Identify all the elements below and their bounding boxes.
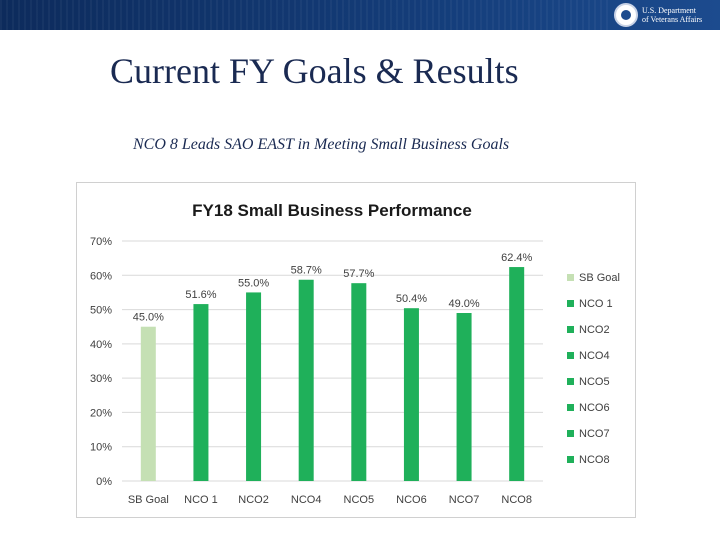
bar — [456, 313, 472, 481]
legend-label: NCO4 — [579, 350, 610, 362]
legend-label: NCO8 — [579, 454, 610, 466]
data-label: 50.4% — [396, 293, 427, 305]
bars — [140, 267, 525, 481]
legend-label: NCO5 — [579, 376, 610, 388]
bar — [351, 283, 367, 481]
data-label: 57.7% — [343, 268, 374, 280]
x-tick-label: NCO5 — [344, 494, 375, 506]
legend-label: NCO6 — [579, 402, 610, 414]
data-labels: 45.0% 51.6% 55.0% 58.7% 57.7% 50.4% 49.0% 62.4% — [133, 252, 533, 324]
legend-label: NCO2 — [579, 324, 610, 336]
chart-frame: FY18 Small Business Performance 0% 10% 20%… — [76, 182, 636, 518]
bar — [403, 308, 419, 481]
header-bar: U.S. Department of Veterans Affairs — [0, 0, 720, 30]
x-axis-ticks: SB Goal NCO 1 NCO2 NCO4 NCO5 NCO6 NCO7 NCO8 — [128, 494, 532, 506]
slide-subtitle: NCO 8 Leads SAO EAST in Meeting Small Bu… — [133, 136, 510, 153]
legend-swatch — [567, 352, 574, 359]
y-tick-label: 20% — [90, 407, 112, 419]
legend-label: NCO 1 — [579, 298, 613, 310]
va-logo: U.S. Department of Veterans Affairs — [614, 0, 712, 30]
x-tick-label: NCO4 — [291, 494, 322, 506]
y-tick-label: 0% — [96, 476, 112, 488]
data-label: 45.0% — [133, 312, 164, 324]
legend-swatch — [567, 326, 574, 333]
bar-chart: FY18 Small Business Performance 0% 10% 20%… — [90, 201, 620, 506]
chart-title: FY18 Small Business Performance — [192, 201, 472, 220]
y-tick-label: 60% — [90, 270, 112, 282]
x-tick-label: NCO6 — [396, 494, 427, 506]
y-tick-label: 70% — [90, 236, 112, 248]
data-label: 51.6% — [185, 289, 216, 301]
va-logo-line2: of Veterans Affairs — [642, 15, 703, 24]
legend-swatch — [567, 378, 574, 385]
y-axis-ticks: 0% 10% 20% 30% 40% 50% 60% 70% — [90, 236, 112, 488]
va-logo-line1: U.S. Department — [642, 6, 696, 15]
legend-swatch — [567, 456, 574, 463]
header-pattern — [0, 0, 610, 30]
legend-swatch — [567, 274, 574, 281]
bar — [140, 326, 156, 481]
y-tick-label: 40% — [90, 339, 112, 351]
legend-label: NCO7 — [579, 428, 610, 440]
bar — [298, 279, 314, 481]
x-tick-label: NCO 1 — [184, 494, 218, 506]
data-label: 58.7% — [291, 265, 322, 277]
data-label: 49.0% — [448, 298, 479, 310]
bar — [246, 292, 262, 481]
x-tick-label: NCO8 — [501, 494, 532, 506]
va-logo-text: U.S. Department of Veterans Affairs — [642, 6, 702, 24]
y-tick-label: 10% — [90, 442, 112, 454]
va-seal-icon — [614, 3, 638, 27]
y-tick-label: 50% — [90, 305, 112, 317]
bar — [193, 304, 209, 481]
y-tick-label: 30% — [90, 373, 112, 385]
gridlines — [122, 240, 543, 482]
data-label: 55.0% — [238, 277, 269, 289]
data-label: 62.4% — [501, 252, 532, 264]
slide-title: Current FY Goals & Results — [110, 51, 519, 91]
x-tick-label: NCO7 — [449, 494, 480, 506]
legend-label: SB Goal — [579, 272, 620, 284]
bar — [509, 267, 525, 481]
legend-swatch — [567, 430, 574, 437]
x-tick-label: SB Goal — [128, 494, 169, 506]
x-tick-label: NCO2 — [238, 494, 269, 506]
legend-swatch — [567, 300, 574, 307]
legend: SB Goal NCO 1 NCO2 NCO4 NCO5 NCO6 NCO7 NCO8 — [567, 272, 620, 466]
legend-swatch — [567, 404, 574, 411]
